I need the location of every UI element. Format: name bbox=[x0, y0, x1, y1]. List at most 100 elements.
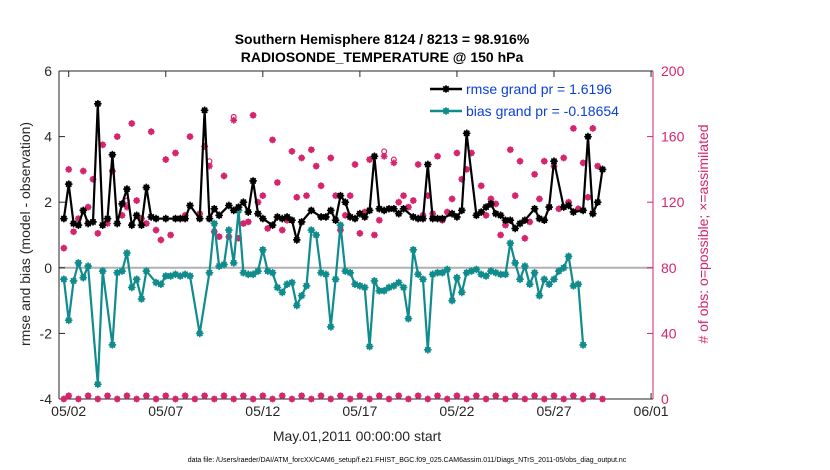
rmse-point-star bbox=[225, 201, 233, 210]
bias-point-star bbox=[127, 283, 136, 292]
obs-assimilated-point bbox=[244, 218, 252, 226]
bias-point-star bbox=[462, 268, 471, 277]
bias-point-star bbox=[370, 277, 379, 285]
obs-assimilated-point bbox=[536, 195, 543, 203]
rmse-point-star bbox=[142, 183, 151, 192]
bias-point-star bbox=[394, 278, 403, 287]
obs-assimilated-point bbox=[327, 395, 335, 403]
rmse-point-star bbox=[317, 213, 325, 221]
obs-assimilated-point bbox=[118, 211, 126, 219]
obs-assimilated-point bbox=[133, 197, 141, 204]
obs-assimilated-point bbox=[317, 392, 325, 400]
bias-point-star bbox=[356, 282, 364, 290]
obs-assimilated-point bbox=[278, 226, 286, 234]
bias-point-star bbox=[302, 282, 311, 290]
bias-point-star bbox=[448, 296, 456, 305]
obs-assimilated-point bbox=[264, 225, 272, 232]
obs-assimilated-point bbox=[540, 157, 548, 165]
bias-point-star bbox=[404, 314, 413, 323]
rmse-point-star bbox=[448, 209, 456, 218]
bias-point-star bbox=[239, 268, 248, 277]
series-marks bbox=[60, 100, 607, 403]
y-axis-label: rmse and bias (model - observation) bbox=[17, 122, 33, 346]
rmse-point-star bbox=[161, 214, 170, 223]
rmse-point-star bbox=[428, 214, 437, 223]
obs-assimilated-point bbox=[482, 211, 490, 219]
bias-point-star bbox=[278, 288, 287, 297]
obs-assimilated-point bbox=[434, 392, 441, 400]
obs-assimilated-point bbox=[443, 208, 451, 216]
bias-point-star bbox=[166, 272, 175, 280]
bias-point-star bbox=[501, 270, 510, 279]
bias-point-star bbox=[288, 278, 296, 287]
obs-assimilated-point bbox=[390, 159, 398, 167]
rmse-point-star bbox=[215, 211, 223, 220]
rmse-point-star bbox=[390, 204, 398, 213]
obs-assimilated-point bbox=[395, 198, 403, 206]
y2-tick-label: 0 bbox=[661, 391, 669, 407]
bias-point-star bbox=[336, 221, 345, 229]
obs-assimilated-point bbox=[395, 392, 403, 400]
obs-assimilated-point bbox=[521, 234, 529, 242]
rmse-point-star bbox=[346, 213, 354, 221]
bias-point-star bbox=[113, 268, 122, 277]
bias-point-star bbox=[326, 323, 335, 331]
obs-assimilated-point bbox=[104, 392, 111, 400]
bias-point-star bbox=[346, 268, 354, 277]
rmse-point-star bbox=[487, 200, 495, 208]
obs-assimilated-point bbox=[278, 392, 286, 400]
obs-assimilated-point bbox=[167, 231, 175, 239]
rmse-point-star bbox=[137, 221, 146, 229]
obs-assimilated-point bbox=[414, 392, 422, 400]
x-tick-label: 05/22 bbox=[439, 403, 474, 419]
rmse-point-star bbox=[69, 219, 78, 228]
obs-assimilated-point bbox=[191, 395, 199, 403]
obs-assimilated-point bbox=[453, 392, 461, 400]
legend: rmse grand pr = 1.6196 bias grand pr = -… bbox=[424, 78, 642, 122]
obs-assimilated-point bbox=[288, 147, 296, 155]
obs-assimilated-point bbox=[531, 392, 538, 400]
bias-point-star bbox=[559, 264, 568, 272]
bias-point-star bbox=[399, 283, 408, 292]
y-tick-label: -2 bbox=[40, 325, 53, 341]
rmse-point-star bbox=[564, 201, 573, 210]
obs-assimilated-point bbox=[599, 395, 606, 403]
obs-assimilated-point bbox=[157, 236, 165, 244]
x-tick-label: 05/12 bbox=[245, 403, 280, 419]
obs-assimilated-point bbox=[341, 211, 349, 219]
rmse-point-star bbox=[326, 206, 335, 215]
obs-assimilated-point bbox=[472, 392, 480, 400]
obs-assimilated-point bbox=[434, 152, 441, 160]
bias-point-star bbox=[195, 329, 204, 338]
rmse-point-star bbox=[559, 203, 568, 211]
obs-assimilated-point bbox=[477, 182, 485, 190]
obs-assimilated-point bbox=[448, 195, 456, 203]
obs-assimilated-point bbox=[337, 392, 344, 400]
rmse-point-star bbox=[244, 208, 253, 216]
obs-assimilated-point bbox=[560, 395, 568, 403]
legend-bias-label: bias grand pr = -0.18654 bbox=[466, 103, 619, 119]
rmse-point-star bbox=[414, 214, 422, 223]
obs-assimilated-point bbox=[142, 392, 150, 400]
obs-assimilated-point bbox=[579, 159, 587, 167]
obs-assimilated-point bbox=[366, 395, 373, 403]
legend-bias-marker-star bbox=[442, 107, 450, 115]
rmse-point-star bbox=[482, 203, 490, 211]
x-tick-label: 05/17 bbox=[342, 403, 377, 419]
bias-point-star bbox=[477, 270, 486, 279]
obs-assimilated-point bbox=[123, 392, 131, 400]
obs-assimilated-point bbox=[70, 228, 77, 236]
obs-assimilated-point bbox=[65, 166, 73, 173]
obs-assimilated-point bbox=[487, 195, 495, 203]
bias-point-star bbox=[525, 280, 534, 288]
bias-point-star bbox=[157, 280, 165, 288]
bias-point-star bbox=[385, 283, 393, 292]
bias-point-star bbox=[360, 283, 369, 292]
bias-point-star bbox=[186, 272, 194, 280]
rmse-point-star bbox=[496, 211, 505, 220]
rmse-point-star bbox=[181, 214, 189, 223]
obs-assimilated-point bbox=[147, 128, 155, 136]
bias-point-star bbox=[273, 283, 282, 292]
bias-point-star bbox=[545, 280, 553, 288]
obs-assimilated-point bbox=[506, 146, 514, 154]
